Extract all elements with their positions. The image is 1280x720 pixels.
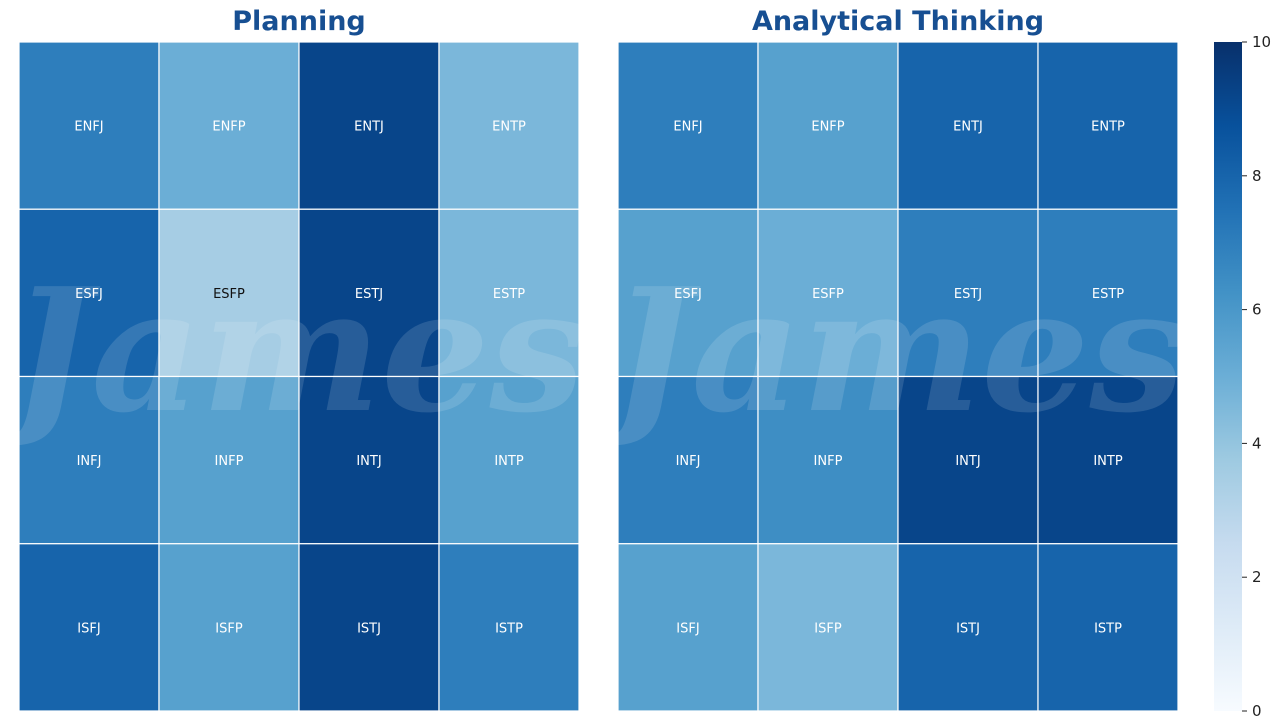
heatmap-cell (438, 543, 580, 712)
cell-label: ENFJ (673, 120, 702, 135)
heatmap-cell (18, 41, 160, 210)
panel-title: Analytical Thinking (752, 6, 1044, 37)
heatmap-cell (298, 41, 440, 210)
heatmap-cell (438, 208, 580, 378)
heatmap-cell (1037, 375, 1179, 545)
heatmap-cell (617, 208, 759, 378)
heatmap-cell (298, 543, 440, 712)
cell-label: ISTP (495, 621, 523, 636)
cell-label: ESTP (1092, 287, 1124, 302)
cell-label: INFJ (77, 454, 102, 469)
heatmap-cell (158, 208, 300, 378)
colorbar-tick-label: 6 (1252, 301, 1262, 319)
heatmap-cell (1037, 208, 1179, 378)
cell-label: ISTP (1094, 621, 1122, 636)
heatmap-cell (438, 375, 580, 545)
heatmap-cell (897, 375, 1039, 545)
cell-label: ENTJ (953, 120, 983, 135)
heatmap-cell (897, 543, 1039, 712)
colorbar-gradient (1214, 42, 1242, 711)
heatmap-cell (1037, 41, 1179, 210)
panel-title: Planning (232, 6, 366, 37)
colorbar-tick-label: 4 (1252, 434, 1262, 452)
cell-label: ISTJ (956, 621, 980, 636)
watermark-left: James (0, 251, 585, 451)
heatmap-cell (617, 41, 759, 210)
cell-label: ESFP (213, 287, 245, 302)
cell-label: ESFP (812, 287, 844, 302)
colorbar-tick-label: 2 (1252, 568, 1262, 586)
cell-label: INFP (215, 454, 244, 469)
cell-label: ENTJ (354, 120, 384, 135)
heatmap-cell (757, 375, 899, 545)
heatmap-cell (298, 208, 440, 378)
cell-label: INFJ (676, 454, 701, 469)
cell-label: ISTJ (357, 621, 381, 636)
cell-label: ISFP (215, 621, 243, 636)
heatmap-cell (298, 375, 440, 545)
heatmap-panel: Planning ENFJ ENFP ENTJ ENTP ESFJ ESFP ESTJ ESTP… (18, 6, 580, 712)
cell-label: INFP (814, 454, 843, 469)
heatmap-cell (1037, 543, 1179, 712)
heatmap-cell (897, 41, 1039, 210)
heatmap-cell (757, 208, 899, 378)
cell-label: ESFJ (75, 287, 103, 302)
heatmap-cell (18, 543, 160, 712)
cell-label: ESTP (493, 287, 525, 302)
cell-label: ISFP (814, 621, 842, 636)
cell-label: ISFJ (77, 621, 100, 636)
heatmap-cell (757, 41, 899, 210)
cell-label: ENFP (212, 120, 245, 135)
heatmap-cell (18, 375, 160, 545)
colorbar-tick-label: 0 (1252, 702, 1262, 720)
cell-label: ENFP (811, 120, 844, 135)
heatmap-cell (158, 543, 300, 712)
cell-label: ENTP (492, 120, 526, 135)
cell-label: ENTP (1091, 120, 1125, 135)
heatmap-panels: Planning ENFJ ENFP ENTJ ENTP ESFJ ESFP ESTJ ESTP… (18, 6, 1179, 712)
cell-label: ENFJ (74, 120, 103, 135)
heatmap-cell (617, 375, 759, 545)
colorbar-tick-label: 8 (1252, 167, 1262, 185)
cell-label: INTP (1093, 454, 1122, 469)
heatmap-panel: Analytical Thinking ENFJ ENFP ENTJ ENTP ESFJ E… (617, 6, 1179, 712)
cell-label: INTJ (356, 454, 381, 469)
colorbar: 0 2 4 6 8 10 (1214, 33, 1271, 720)
heatmap-cell (757, 543, 899, 712)
cell-label: ESFJ (674, 287, 702, 302)
heatmap-cell (158, 375, 300, 545)
colorbar-tick-label: 10 (1252, 33, 1271, 51)
watermark-layer: James James (0, 251, 1185, 451)
cell-label: ISFJ (676, 621, 699, 636)
heatmap-cell (438, 41, 580, 210)
cell-label: ESTJ (954, 287, 982, 302)
cell-label: INTJ (955, 454, 980, 469)
cell-label: ESTJ (355, 287, 383, 302)
cell-label: INTP (494, 454, 523, 469)
watermark-right: James (584, 251, 1185, 451)
